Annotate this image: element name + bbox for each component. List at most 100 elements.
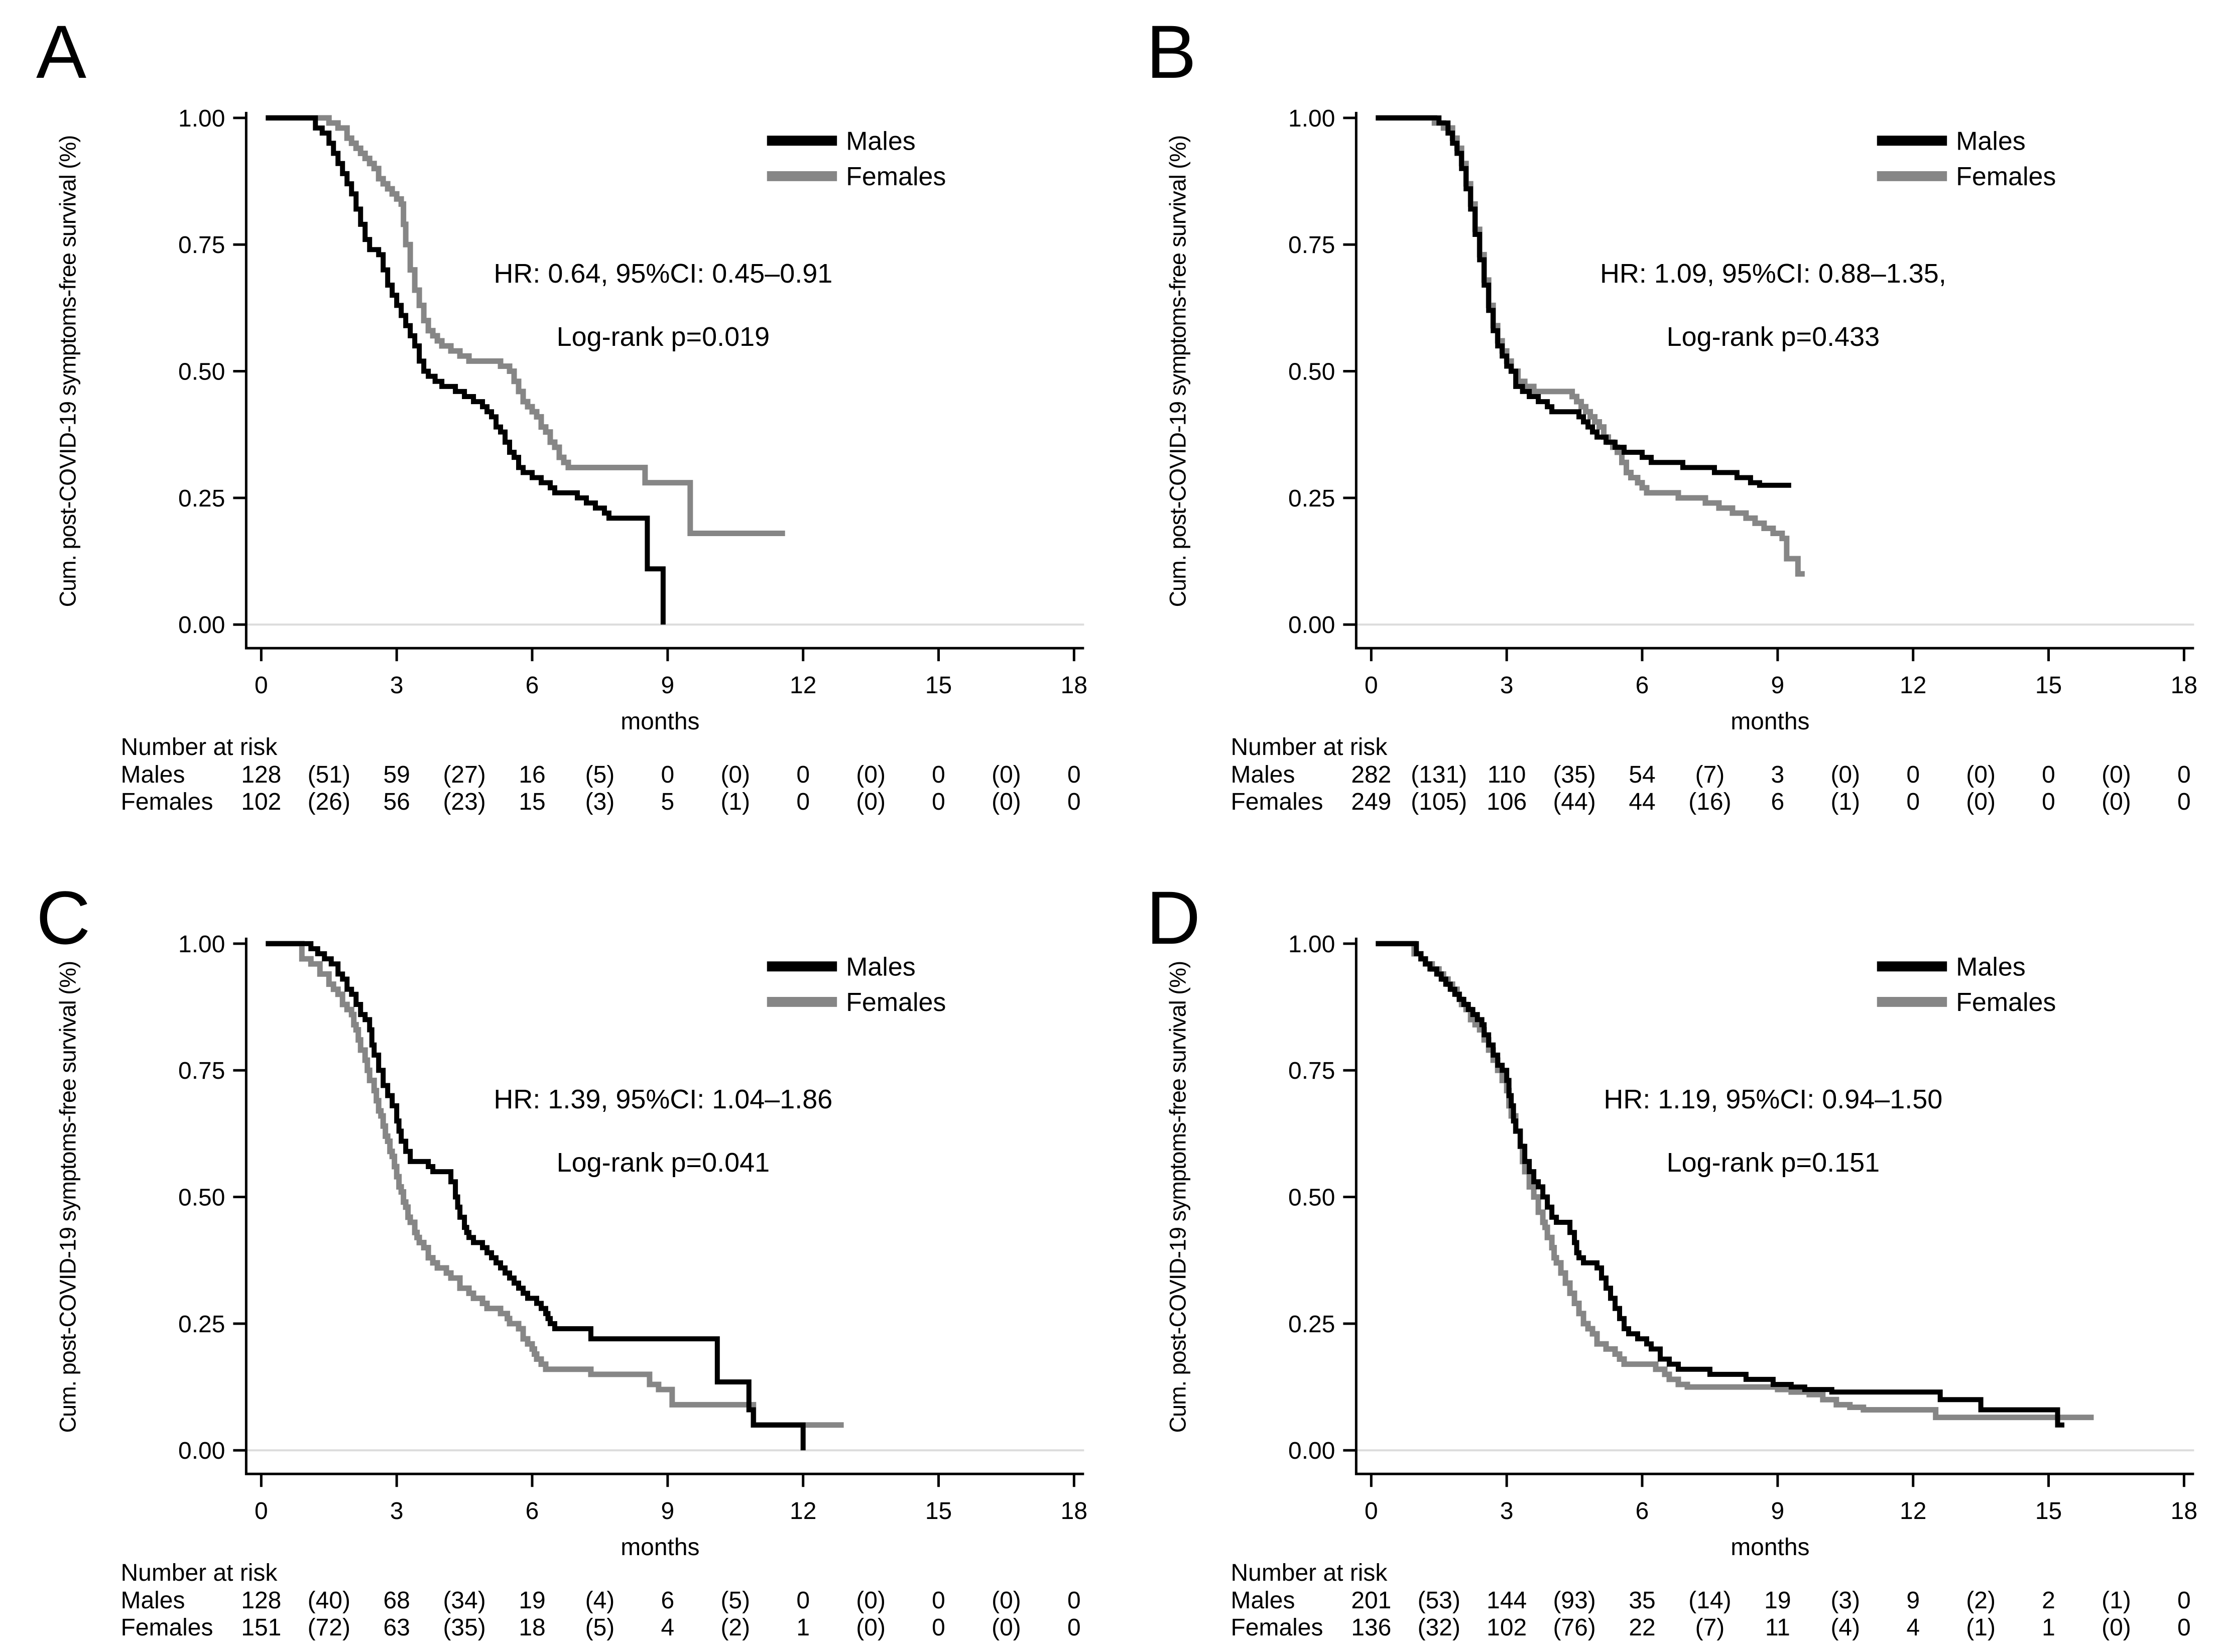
y-tick-label: 0.50 xyxy=(178,359,225,386)
risk-value: (4) xyxy=(1830,1614,1860,1641)
x-tick-label: 0 xyxy=(1365,672,1378,699)
legend-label-females: Females xyxy=(1956,162,2056,191)
risk-value: 1 xyxy=(2042,1614,2055,1641)
x-tick-label: 3 xyxy=(390,672,404,699)
risk-value: (72) xyxy=(308,1614,350,1641)
risk-value: (0) xyxy=(856,1614,886,1641)
risk-value: (93) xyxy=(1553,1587,1595,1614)
risk-value: (27) xyxy=(443,761,485,788)
legend-label-males: Males xyxy=(1956,952,2026,981)
males-curve xyxy=(266,941,806,1451)
risk-value: (0) xyxy=(1966,761,1996,788)
risk-value: (0) xyxy=(992,1587,1021,1614)
x-axis-title: months xyxy=(621,1534,699,1561)
risk-value: 0 xyxy=(1067,789,1081,815)
hr-annotation: HR: 1.39, 95%CI: 1.04–1.86 xyxy=(494,1084,832,1114)
y-tick-label: 0.50 xyxy=(178,1185,225,1211)
x-tick-label: 9 xyxy=(1771,672,1785,699)
risk-value: (23) xyxy=(443,789,485,815)
risk-value: 4 xyxy=(1906,1614,1920,1641)
risk-value: 0 xyxy=(1067,1587,1081,1614)
x-tick-label: 3 xyxy=(390,1498,404,1524)
risk-table-header: Number at risk xyxy=(121,1560,278,1586)
risk-row-label-males: Males xyxy=(1231,761,1295,788)
y-tick-label: 1.00 xyxy=(1288,105,1335,132)
y-axis-title: Cum. post-COVID-19 symptoms-free surviva… xyxy=(55,136,81,607)
risk-value: 0 xyxy=(2042,789,2055,815)
risk-value: 6 xyxy=(661,1587,675,1614)
risk-row-label-males: Males xyxy=(121,1587,185,1614)
risk-value: 22 xyxy=(1629,1614,1655,1641)
risk-value: (44) xyxy=(1553,789,1595,815)
y-tick-label: 0.00 xyxy=(1288,1438,1335,1464)
risk-value: 110 xyxy=(1488,761,1526,788)
risk-value: 3 xyxy=(1771,761,1785,788)
panel-c-letter: C xyxy=(36,875,91,960)
x-tick-label: 6 xyxy=(526,672,539,699)
risk-value: 9 xyxy=(1906,1587,1920,1614)
axes xyxy=(1354,937,2194,1475)
x-tick-label: 15 xyxy=(2035,672,2062,699)
risk-value: 0 xyxy=(932,789,945,815)
y-tick-label: 0.50 xyxy=(1288,359,1335,386)
y-tick-label: 0.00 xyxy=(1288,612,1335,639)
y-tick-label: 1.00 xyxy=(178,931,225,958)
panel-d-letter: D xyxy=(1146,875,1201,960)
risk-value: (40) xyxy=(308,1587,350,1614)
risk-value: (1) xyxy=(1966,1614,1996,1641)
risk-row-label-females: Females xyxy=(121,1614,213,1641)
risk-value: (35) xyxy=(1553,761,1595,788)
legend-label-females: Females xyxy=(1956,988,2056,1017)
legend-label-males: Males xyxy=(1956,126,2026,156)
logrank-annotation: Log-rank p=0.151 xyxy=(1667,1148,1880,1178)
risk-value: (105) xyxy=(1411,789,1467,815)
km-chart-a: 1.00 0.75 0.50 0.25 0.00 0 3 6 9 12 15 18 months Cum.… xyxy=(55,105,1087,815)
risk-value: 68 xyxy=(384,1587,410,1614)
y-tick-label: 0.25 xyxy=(1288,1311,1335,1338)
y-tick-label: 0.00 xyxy=(178,1438,225,1464)
risk-value: (2) xyxy=(720,1614,750,1641)
risk-value: (0) xyxy=(856,1587,886,1614)
risk-value: (32) xyxy=(1418,1614,1460,1641)
x-tick-label: 12 xyxy=(1900,672,1926,699)
risk-value: (131) xyxy=(1411,761,1467,788)
logrank-annotation: Log-rank p=0.019 xyxy=(557,322,770,352)
risk-value: 44 xyxy=(1629,789,1655,815)
risk-value: 102 xyxy=(241,789,281,815)
risk-value: 0 xyxy=(661,761,675,788)
x-tick-label: 6 xyxy=(1636,1498,1649,1524)
panel-b: 1.00 0.75 0.50 0.25 0.00 0 3 6 9 12 15 18 months Cum.… xyxy=(1110,0,2220,826)
risk-value: (0) xyxy=(720,761,750,788)
males-curve xyxy=(1376,115,1791,488)
axes xyxy=(1354,111,2194,650)
axes xyxy=(244,937,1084,1475)
risk-value: 19 xyxy=(519,1587,545,1614)
x-tick-label: 18 xyxy=(2171,672,2197,699)
risk-value: (0) xyxy=(2102,761,2131,788)
risk-value: 63 xyxy=(384,1614,410,1641)
risk-row-label-males: Males xyxy=(1231,1587,1295,1614)
x-tick-label: 15 xyxy=(2035,1498,2062,1524)
risk-table-header: Number at risk xyxy=(1231,1560,1388,1586)
x-tick-label: 0 xyxy=(255,672,268,699)
risk-value: 6 xyxy=(1771,789,1785,815)
risk-value: 106 xyxy=(1487,789,1527,815)
risk-value: (16) xyxy=(1688,789,1731,815)
risk-value: (5) xyxy=(585,1614,615,1641)
females-curve xyxy=(266,115,785,537)
risk-value: (14) xyxy=(1688,1587,1731,1614)
risk-value: (34) xyxy=(443,1587,485,1614)
risk-value: 0 xyxy=(2177,1614,2191,1641)
risk-value: (3) xyxy=(1830,1587,1860,1614)
risk-value: (0) xyxy=(856,761,886,788)
legend-label-males: Males xyxy=(846,952,916,981)
x-tick-label: 18 xyxy=(1061,1498,1087,1524)
x-tick-label: 6 xyxy=(1636,672,1649,699)
x-tick-label: 15 xyxy=(925,1498,952,1524)
x-tick-label: 18 xyxy=(1061,672,1087,699)
x-tick-label: 18 xyxy=(2171,1498,2197,1524)
risk-value: 144 xyxy=(1487,1587,1527,1614)
risk-value: 128 xyxy=(241,761,281,788)
risk-value: 1 xyxy=(796,1614,810,1641)
